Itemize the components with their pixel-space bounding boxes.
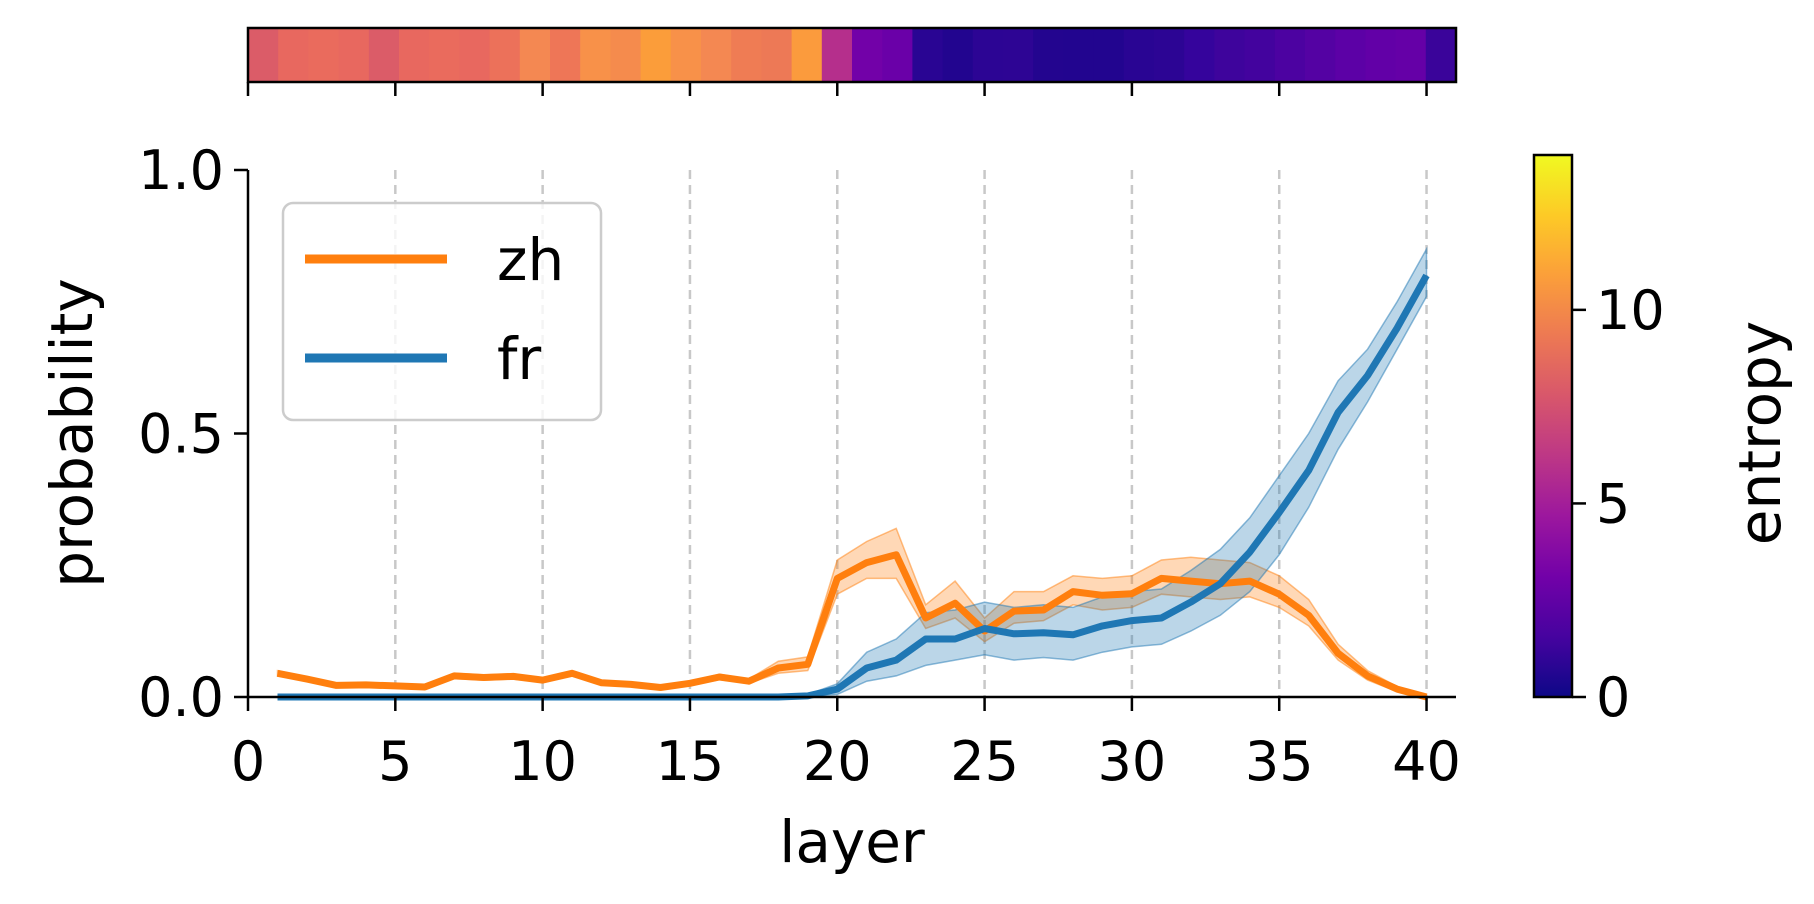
colorbar-ticks: 0 5 10 <box>1572 279 1665 729</box>
entropy-cell <box>278 28 309 82</box>
entropy-cell <box>399 28 430 82</box>
x-tick-label: 30 <box>1098 730 1167 793</box>
entropy-cell <box>912 28 944 82</box>
x-tick-label: 35 <box>1245 730 1314 793</box>
x-tick-label: 5 <box>378 730 412 793</box>
entropy-cell <box>640 28 672 82</box>
y-tick-label: 1.0 <box>138 139 224 202</box>
colorbar-tick-label: 5 <box>1596 472 1630 535</box>
entropy-cell <box>459 28 491 82</box>
entropy-cell <box>972 28 1004 82</box>
x-tick-label: 20 <box>803 730 872 793</box>
entropy-cell <box>1244 28 1276 82</box>
entropy-cell <box>670 28 702 82</box>
entropy-cell <box>701 28 732 82</box>
entropy-cell <box>489 28 521 82</box>
entropy-cell <box>942 28 974 82</box>
x-axis-ticks: 0 5 10 15 20 25 30 35 40 <box>231 697 1461 793</box>
entropy-cell <box>248 28 279 82</box>
y-axis-label: probability <box>38 278 106 587</box>
entropy-cell <box>1425 28 1457 82</box>
y-axis-ticks: 0.0 0.5 1.0 <box>138 139 248 729</box>
x-tick-label: 10 <box>508 730 577 793</box>
entropy-cell <box>1093 28 1125 82</box>
entropy-cell <box>1033 28 1064 82</box>
entropy-cell <box>338 28 370 82</box>
grid-lines <box>394 170 1428 697</box>
entropy-cell <box>1274 28 1306 82</box>
colorbar: 0 5 10 entropy <box>1532 153 1794 729</box>
entropy-cell <box>821 28 853 82</box>
entropy-cell <box>610 28 642 82</box>
entropy-cell <box>1003 28 1034 82</box>
entropy-cell <box>1365 28 1397 82</box>
x-tick-label: 25 <box>950 730 1019 793</box>
x-tick-label: 40 <box>1392 730 1461 793</box>
entropy-cell <box>761 28 793 82</box>
entropy-strip-frame <box>246 26 1458 84</box>
entropy-cell <box>791 28 823 82</box>
entropy-cell <box>308 28 340 82</box>
entropy-cell <box>1214 28 1246 82</box>
entropy-strip <box>248 28 1457 82</box>
colorbar-label: entropy <box>1726 321 1794 545</box>
x-axis-label: layer <box>779 808 925 876</box>
y-tick-label: 0.0 <box>138 666 224 729</box>
entropy-cell <box>1335 28 1366 82</box>
entropy-cell <box>429 28 460 82</box>
entropy-cell <box>1123 28 1155 82</box>
entropy-cell <box>580 28 611 82</box>
entropy-cell <box>882 28 913 82</box>
entropy-cell <box>550 28 581 82</box>
legend: zh fr <box>281 201 603 422</box>
colorbar-bar <box>1532 153 1574 699</box>
series-line-zh <box>276 551 1428 701</box>
entropy-cell <box>1395 28 1427 82</box>
legend-label-zh: zh <box>497 226 564 294</box>
entropy-cell <box>1063 28 1095 82</box>
colorbar-tick-label: 10 <box>1596 279 1665 342</box>
y-tick-label: 0.5 <box>138 403 224 466</box>
entropy-cell <box>731 28 762 82</box>
entropy-cell <box>1305 28 1336 82</box>
entropy-cell <box>852 28 883 82</box>
entropy-strip-ticks <box>246 82 1428 96</box>
entropy-cell <box>1184 28 1215 82</box>
colorbar-tick-label: 0 <box>1596 666 1630 729</box>
entropy-cell <box>368 28 400 82</box>
entropy-cell <box>1154 28 1185 82</box>
x-tick-label: 15 <box>656 730 725 793</box>
legend-label-fr: fr <box>497 325 541 393</box>
x-tick-label: 0 <box>231 730 265 793</box>
entropy-cell <box>519 28 551 82</box>
